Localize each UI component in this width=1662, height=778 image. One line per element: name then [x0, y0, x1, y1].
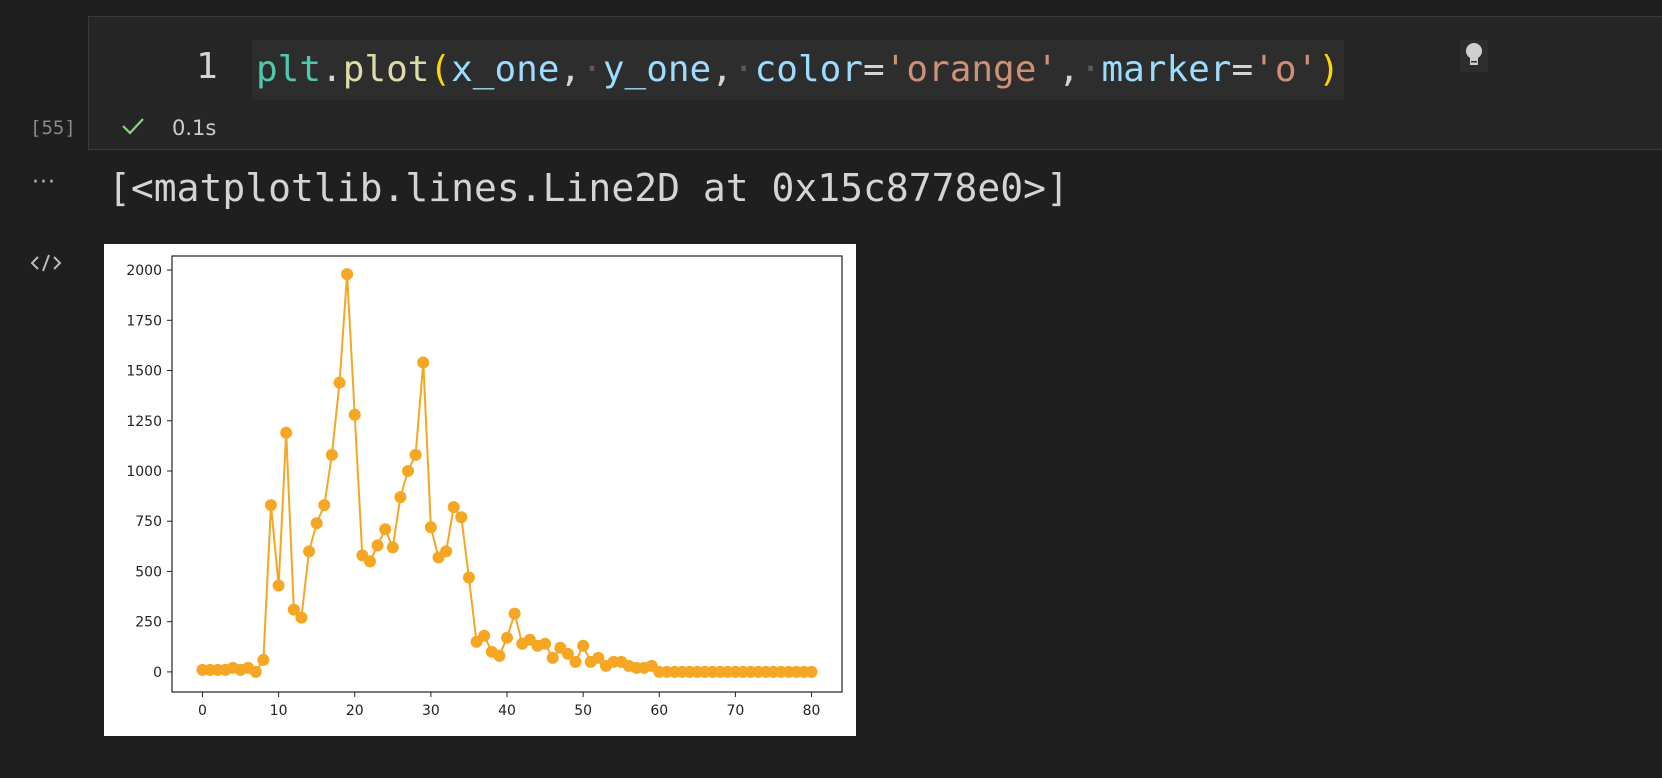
code-token-open-paren: ( — [429, 49, 452, 90]
line-number: 1 — [196, 46, 218, 87]
y-tick-label: 2000 — [126, 263, 162, 279]
data-point — [257, 653, 270, 666]
code-token-equals: = — [862, 49, 885, 90]
y-tick-label: 1500 — [126, 364, 162, 380]
data-point — [363, 555, 376, 568]
x-tick-label: 80 — [803, 703, 821, 719]
data-point — [440, 545, 453, 558]
data-point — [303, 545, 316, 558]
data-point — [386, 541, 399, 554]
x-tick-label: 0 — [198, 703, 207, 719]
code-token-function: plot — [342, 49, 430, 90]
data-point — [508, 607, 521, 620]
data-point — [493, 649, 506, 662]
data-point — [325, 448, 338, 461]
data-point — [577, 639, 590, 652]
data-point — [539, 637, 552, 650]
plot-frame — [171, 255, 843, 693]
code-token-comma: , — [1058, 49, 1080, 90]
x-tick-label: 40 — [498, 703, 516, 719]
ellipsis-icon[interactable]: ··· — [32, 170, 56, 195]
x-tick-label: 50 — [574, 703, 592, 719]
data-point — [501, 631, 513, 644]
data-point — [402, 464, 415, 477]
data-point — [561, 647, 574, 660]
code-token-dot: . — [321, 49, 343, 90]
code-token-close-paren: ) — [1318, 49, 1340, 90]
data-point — [295, 611, 308, 624]
code-editor-line[interactable]: plt.plot(x_one,·y_one,·color='orange',·m… — [252, 40, 1344, 100]
code-token-module: plt — [256, 49, 322, 90]
line-chart: 0 10 20 30 40 50 60 70 80 0 250 500 750 1000 1250 1500 1… — [126, 255, 843, 719]
code-token-comma: , — [711, 49, 733, 90]
data-point — [409, 448, 422, 461]
code-token-equals: = — [1231, 49, 1254, 90]
data-point — [805, 665, 818, 678]
x-tick-label: 30 — [422, 703, 440, 719]
data-point — [264, 499, 277, 512]
data-point — [249, 665, 262, 678]
data-point — [318, 499, 331, 512]
y-tick-label: 1000 — [126, 464, 162, 480]
data-point — [287, 603, 300, 616]
data-point — [379, 523, 392, 536]
y-tick-label: 500 — [135, 564, 162, 580]
execution-duration: 0.1s — [172, 116, 217, 140]
data-point — [462, 571, 475, 584]
data-point — [447, 501, 460, 514]
x-tick-label: 60 — [650, 703, 668, 719]
x-tick-label: 10 — [270, 703, 288, 719]
x-tick-label: 70 — [726, 703, 744, 719]
y-tick-label: 0 — [153, 665, 162, 681]
data-point — [394, 491, 407, 504]
code-icon[interactable] — [30, 252, 62, 278]
y-tick-label: 250 — [135, 615, 162, 631]
data-point — [348, 408, 361, 421]
execution-count: [55] — [30, 117, 76, 139]
data-point — [592, 651, 605, 664]
plot-image: 0 10 20 30 40 50 60 70 80 0 250 500 750 1000 1250 1500 1… — [104, 244, 856, 736]
y-tick-label: 1750 — [126, 313, 162, 329]
data-point — [333, 376, 346, 389]
check-icon — [120, 115, 146, 141]
code-token-kw-color: color — [754, 49, 863, 90]
data-point — [371, 539, 384, 552]
y-tick-label: 1250 — [126, 414, 162, 430]
data-point — [341, 268, 354, 281]
code-token-comma: , — [559, 49, 582, 90]
code-token-kw-marker: marker — [1101, 49, 1232, 90]
data-point — [569, 655, 582, 668]
code-token-arg-x: x_one — [451, 49, 560, 90]
code-token-marker-value: 'o' — [1253, 49, 1319, 90]
data-point — [310, 517, 323, 530]
data-point — [455, 511, 468, 524]
data-point — [478, 629, 491, 642]
output-text: [<matplotlib.lines.Line2D at 0x15c8778e0… — [108, 166, 1069, 210]
x-tick-label: 20 — [346, 703, 364, 719]
data-point — [272, 579, 285, 592]
data-point — [280, 426, 293, 439]
data-point — [424, 521, 437, 534]
y-tick-label: 750 — [135, 514, 162, 530]
data-point — [546, 651, 559, 664]
lightbulb-icon[interactable] — [1460, 40, 1488, 72]
data-point — [417, 356, 430, 369]
code-token-color-value: 'orange' — [884, 49, 1059, 90]
code-token-arg-y: y_one — [602, 49, 712, 90]
